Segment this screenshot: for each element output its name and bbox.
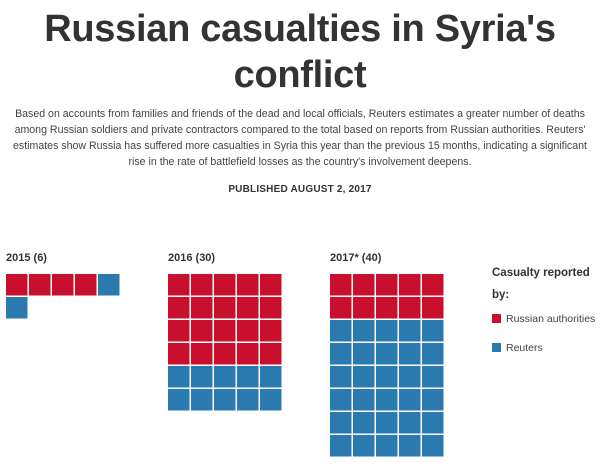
waffle-square-russian (237, 343, 259, 365)
waffle-square-reuters (376, 320, 398, 342)
waffle-square-russian (191, 274, 213, 296)
waffle-square-reuters (191, 366, 213, 388)
waffle-square-reuters (330, 320, 352, 342)
waffle-square-russian (330, 274, 352, 296)
waffle-square-reuters (376, 343, 398, 365)
waffle-square-reuters (6, 297, 28, 319)
waffle-square-russian (168, 297, 190, 319)
waffle-square-russian (260, 297, 282, 319)
waffle-square-russian (399, 297, 421, 319)
waffle-square-russian (260, 343, 282, 365)
waffle-square-russian (237, 320, 259, 342)
waffle-square-russian (214, 297, 236, 319)
waffle-square-reuters (237, 389, 259, 411)
waffle-square-reuters (353, 343, 375, 365)
lede-paragraph: Based on accounts from families and frie… (13, 108, 587, 168)
waffle-square-reuters (214, 389, 236, 411)
waffle-square-russian (191, 320, 213, 342)
published-date: PUBLISHED AUGUST 2, 2017 (228, 184, 372, 195)
waffle-square-reuters (376, 412, 398, 434)
waffle-square-reuters (330, 343, 352, 365)
waffle-square-reuters (399, 389, 421, 411)
waffle-square-reuters (422, 389, 444, 411)
waffle-square-reuters (260, 366, 282, 388)
waffle-square-russian (376, 297, 398, 319)
waffle-square-russian (191, 343, 213, 365)
waffle-square-reuters (422, 320, 444, 342)
waffle-square-russian (52, 274, 74, 296)
waffle-square-russian (260, 320, 282, 342)
waffle-square-russian (260, 274, 282, 296)
waffle-square-reuters (168, 389, 190, 411)
waffle-square-reuters (330, 389, 352, 411)
waffle-square-reuters (330, 366, 352, 388)
waffle-square-reuters (399, 366, 421, 388)
waffle-square-reuters (422, 366, 444, 388)
legend-title: Casualty reported by: (492, 267, 590, 301)
waffle-square-russian (214, 274, 236, 296)
waffle-square-reuters (376, 389, 398, 411)
waffle-square-russian (168, 343, 190, 365)
waffle-square-russian (75, 274, 97, 296)
waffle-square-reuters (422, 412, 444, 434)
waffle-square-reuters (353, 412, 375, 434)
waffle-square-reuters (353, 389, 375, 411)
waffle-square-russian (29, 274, 51, 296)
waffle-square-reuters (98, 274, 120, 296)
waffle-square-russian (6, 274, 28, 296)
waffle-square-reuters (353, 435, 375, 457)
waffle-square-russian (237, 274, 259, 296)
waffle-square-reuters (353, 366, 375, 388)
waffle-square-reuters (399, 435, 421, 457)
waffle-square-reuters (214, 366, 236, 388)
legend-label-russian: Russian authorities (506, 313, 596, 325)
waffle-square-russian (168, 274, 190, 296)
waffle-square-reuters (353, 320, 375, 342)
legend-swatch-russian (492, 314, 501, 323)
waffle-square-reuters (399, 343, 421, 365)
waffle-square-reuters (422, 435, 444, 457)
waffle-square-reuters (237, 366, 259, 388)
waffle-square-reuters (191, 389, 213, 411)
waffle-square-reuters (422, 343, 444, 365)
legend-label-reuters: Reuters (506, 342, 543, 354)
waffle-square-russian (214, 343, 236, 365)
group-label-2016: 2016 (30) (168, 252, 216, 264)
group-label-2015: 2015 (6) (6, 252, 47, 264)
waffle-square-reuters (330, 435, 352, 457)
waffle-square-russian (353, 274, 375, 296)
waffle-square-russian (422, 297, 444, 319)
waffle-square-reuters (260, 389, 282, 411)
waffle-square-reuters (376, 366, 398, 388)
legend-swatch-reuters (492, 343, 501, 352)
waffle-square-reuters (399, 412, 421, 434)
waffle-square-reuters (376, 435, 398, 457)
group-label-2017: 2017* (40) (330, 252, 382, 264)
waffle-square-russian (399, 274, 421, 296)
waffle-square-russian (376, 274, 398, 296)
waffle-square-russian (422, 274, 444, 296)
waffle-square-russian (168, 320, 190, 342)
waffle-square-russian (191, 297, 213, 319)
waffle-square-russian (214, 320, 236, 342)
page-title: Russian casualties in Syria's conflict (44, 8, 556, 96)
waffle-square-russian (237, 297, 259, 319)
waffle-square-russian (353, 297, 375, 319)
waffle-square-reuters (399, 320, 421, 342)
waffle-square-reuters (168, 366, 190, 388)
waffle-square-reuters (330, 412, 352, 434)
waffle-square-russian (330, 297, 352, 319)
